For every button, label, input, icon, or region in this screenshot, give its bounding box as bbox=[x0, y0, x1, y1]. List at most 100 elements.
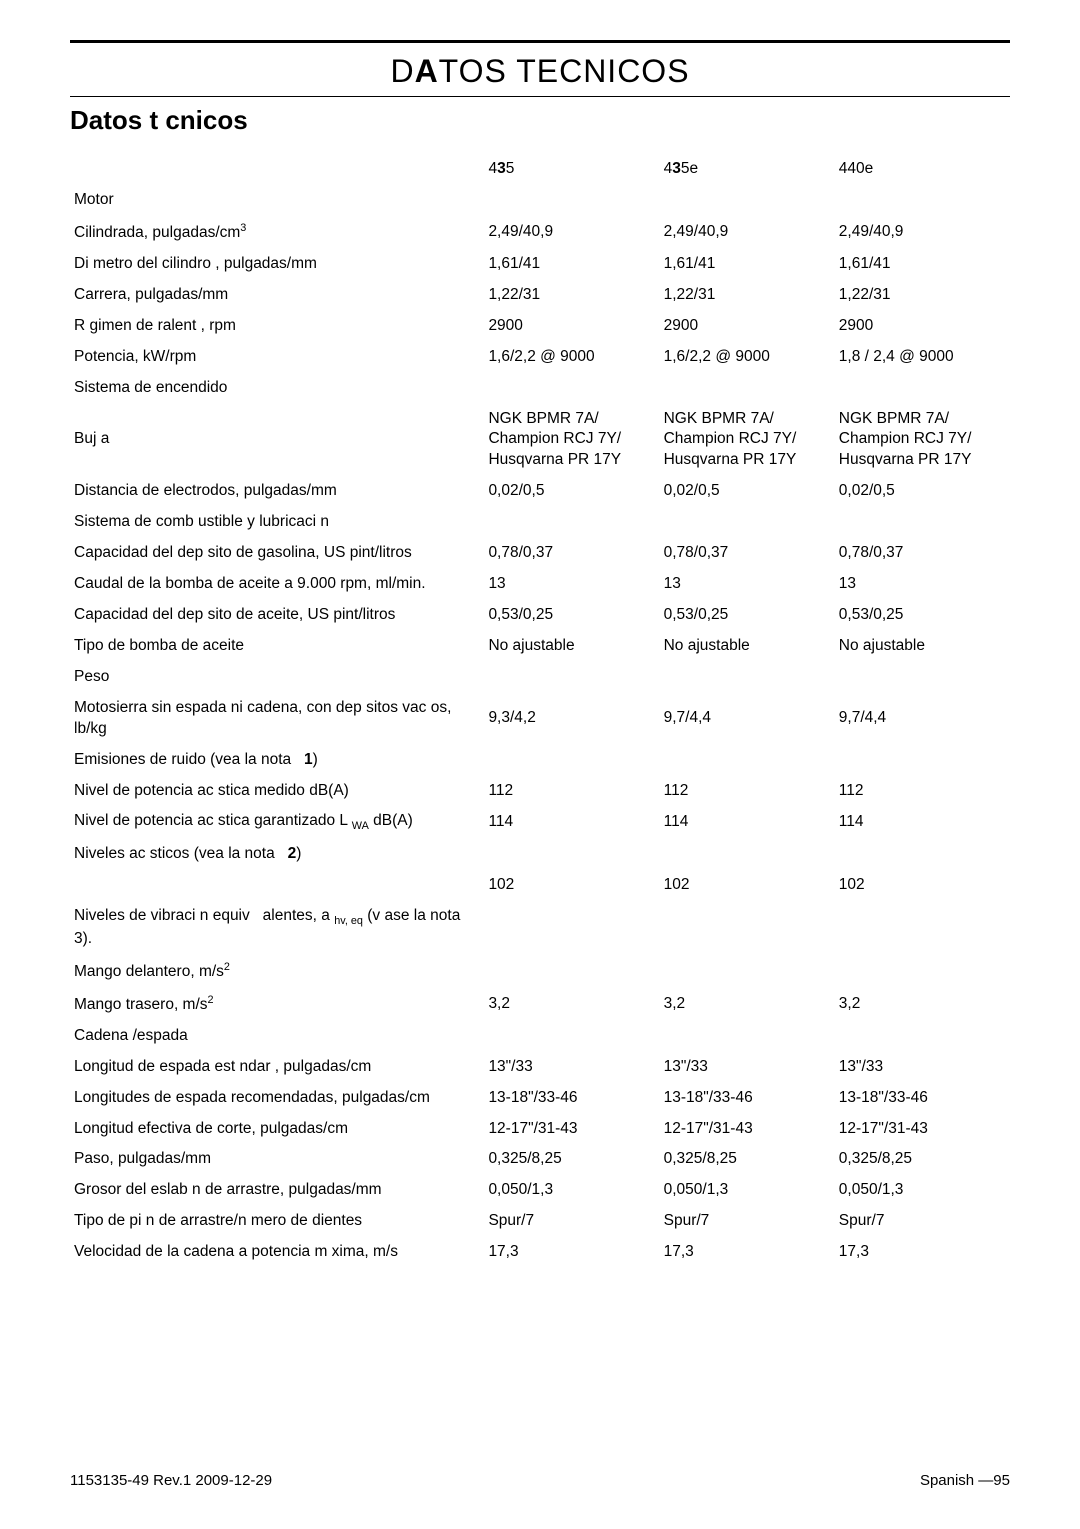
row-cell: 9,3/4,2 bbox=[484, 693, 659, 745]
row-cell bbox=[484, 955, 659, 988]
row-cell: 0,050/1,3 bbox=[660, 1175, 835, 1206]
row-cell: 0,02/0,5 bbox=[660, 476, 835, 507]
table-row: Longitud de espada est ndar , pulgadas/c… bbox=[70, 1052, 1010, 1083]
table-row: Longitudes de espada recomendadas, pulga… bbox=[70, 1083, 1010, 1114]
table-row: Caudal de la bomba de aceite a 9.000 rpm… bbox=[70, 569, 1010, 600]
row-label: Grosor del eslab n de arrastre, pulgadas… bbox=[70, 1175, 484, 1206]
header-col-2: 440e bbox=[835, 154, 1010, 185]
row-label: Capacidad del dep sito de aceite, US pin… bbox=[70, 600, 484, 631]
row-cell: 112 bbox=[660, 776, 835, 807]
table-row: Mango trasero, m/s23,23,23,2 bbox=[70, 988, 1010, 1021]
table-row: Cilindrada, pulgadas/cm32,49/40,92,49/40… bbox=[70, 216, 1010, 249]
row-cell bbox=[484, 507, 659, 538]
row-label: Longitud efectiva de corte, pulgadas/cm bbox=[70, 1114, 484, 1145]
row-label: Cadena /espada bbox=[70, 1021, 484, 1052]
row-cell: 13 bbox=[660, 569, 835, 600]
row-cell: 13-18"/33-46 bbox=[835, 1083, 1010, 1114]
row-label: Paso, pulgadas/mm bbox=[70, 1144, 484, 1175]
row-cell: No ajustable bbox=[835, 631, 1010, 662]
row-cell: 0,53/0,25 bbox=[660, 600, 835, 631]
row-cell: 0,53/0,25 bbox=[484, 600, 659, 631]
table-row: Sistema de encendido bbox=[70, 373, 1010, 404]
table-row: Sistema de comb ustible y lubricaci n bbox=[70, 507, 1010, 538]
row-cell: NGK BPMR 7A/Champion RCJ 7Y/Husqvarna PR… bbox=[835, 404, 1010, 477]
table-row: Capacidad del dep sito de gasolina, US p… bbox=[70, 538, 1010, 569]
row-cell: 0,53/0,25 bbox=[835, 600, 1010, 631]
row-cell: 0,02/0,5 bbox=[484, 476, 659, 507]
row-label: Sistema de encendido bbox=[70, 373, 484, 404]
row-label bbox=[70, 870, 484, 901]
row-cell bbox=[835, 901, 1010, 955]
row-cell: 2,49/40,9 bbox=[660, 216, 835, 249]
table-row: Capacidad del dep sito de aceite, US pin… bbox=[70, 600, 1010, 631]
row-cell: 0,78/0,37 bbox=[660, 538, 835, 569]
row-label: Distancia de electrodos, pulgadas/mm bbox=[70, 476, 484, 507]
row-cell bbox=[484, 745, 659, 776]
row-cell: 0,325/8,25 bbox=[484, 1144, 659, 1175]
table-row: Di metro del cilindro , pulgadas/mm1,61/… bbox=[70, 249, 1010, 280]
row-cell bbox=[835, 1021, 1010, 1052]
row-cell bbox=[835, 955, 1010, 988]
row-cell: 9,7/4,4 bbox=[660, 693, 835, 745]
table-row: Potencia, kW/rpm1,6/2,2 @ 90001,6/2,2 @ … bbox=[70, 342, 1010, 373]
row-cell bbox=[484, 662, 659, 693]
row-cell: 3,2 bbox=[660, 988, 835, 1021]
row-cell: Spur/7 bbox=[484, 1206, 659, 1237]
row-cell: 2900 bbox=[484, 311, 659, 342]
row-cell: 0,325/8,25 bbox=[835, 1144, 1010, 1175]
row-cell bbox=[660, 839, 835, 870]
row-cell: 13"/33 bbox=[660, 1052, 835, 1083]
row-label: Emisiones de ruido (vea la nota 1) bbox=[70, 745, 484, 776]
row-cell: 13"/33 bbox=[484, 1052, 659, 1083]
row-cell: 114 bbox=[484, 806, 659, 839]
row-cell bbox=[660, 507, 835, 538]
header-col-0: 435 bbox=[484, 154, 659, 185]
row-cell: NGK BPMR 7A/Champion RCJ 7Y/Husqvarna PR… bbox=[660, 404, 835, 477]
table-row: Distancia de electrodos, pulgadas/mm0,02… bbox=[70, 476, 1010, 507]
row-cell: 1,22/31 bbox=[484, 280, 659, 311]
row-cell: 112 bbox=[835, 776, 1010, 807]
row-label: Potencia, kW/rpm bbox=[70, 342, 484, 373]
row-cell: 2900 bbox=[660, 311, 835, 342]
row-cell: 0,050/1,3 bbox=[835, 1175, 1010, 1206]
row-cell: 1,22/31 bbox=[660, 280, 835, 311]
row-label: Nivel de potencia ac stica medido dB(A) bbox=[70, 776, 484, 807]
row-cell: Spur/7 bbox=[660, 1206, 835, 1237]
row-cell: 17,3 bbox=[660, 1237, 835, 1268]
row-cell: 102 bbox=[835, 870, 1010, 901]
row-cell bbox=[660, 662, 835, 693]
row-cell: 3,2 bbox=[835, 988, 1010, 1021]
row-cell bbox=[835, 662, 1010, 693]
row-label: Sistema de comb ustible y lubricaci n bbox=[70, 507, 484, 538]
table-row: Tipo de pi n de arrastre/n mero de dient… bbox=[70, 1206, 1010, 1237]
row-cell: 13-18"/33-46 bbox=[660, 1083, 835, 1114]
row-label: Carrera, pulgadas/mm bbox=[70, 280, 484, 311]
row-label: Caudal de la bomba de aceite a 9.000 rpm… bbox=[70, 569, 484, 600]
row-label: R gimen de ralent , rpm bbox=[70, 311, 484, 342]
row-cell: 13"/33 bbox=[835, 1052, 1010, 1083]
row-cell bbox=[484, 901, 659, 955]
row-cell: 114 bbox=[660, 806, 835, 839]
row-cell: 0,78/0,37 bbox=[835, 538, 1010, 569]
row-label: Nivel de potencia ac stica garantizado L… bbox=[70, 806, 484, 839]
row-label: Mango trasero, m/s2 bbox=[70, 988, 484, 1021]
header-col-1: 435e bbox=[660, 154, 835, 185]
row-cell: 1,6/2,2 @ 9000 bbox=[484, 342, 659, 373]
row-cell: 1,61/41 bbox=[835, 249, 1010, 280]
row-label: Peso bbox=[70, 662, 484, 693]
row-cell: 12-17"/31-43 bbox=[660, 1114, 835, 1145]
row-label: Niveles de vibraci n equiv alentes, a hv… bbox=[70, 901, 484, 955]
subtitle: Datos t cnicos bbox=[70, 105, 1010, 136]
row-cell bbox=[660, 745, 835, 776]
table-header-row: 435435e440e bbox=[70, 154, 1010, 185]
row-cell: NGK BPMR 7A/Champion RCJ 7Y/Husqvarna PR… bbox=[484, 404, 659, 477]
row-cell: No ajustable bbox=[484, 631, 659, 662]
footer-right: Spanish —95 bbox=[920, 1472, 1010, 1489]
row-cell: 0,050/1,3 bbox=[484, 1175, 659, 1206]
row-label: Cilindrada, pulgadas/cm3 bbox=[70, 216, 484, 249]
table-row: Niveles de vibraci n equiv alentes, a hv… bbox=[70, 901, 1010, 955]
table-row: Carrera, pulgadas/mm1,22/311,22/311,22/3… bbox=[70, 280, 1010, 311]
header-label-cell bbox=[70, 154, 484, 185]
row-label: Longitud de espada est ndar , pulgadas/c… bbox=[70, 1052, 484, 1083]
table-row: Mango delantero, m/s2 bbox=[70, 955, 1010, 988]
